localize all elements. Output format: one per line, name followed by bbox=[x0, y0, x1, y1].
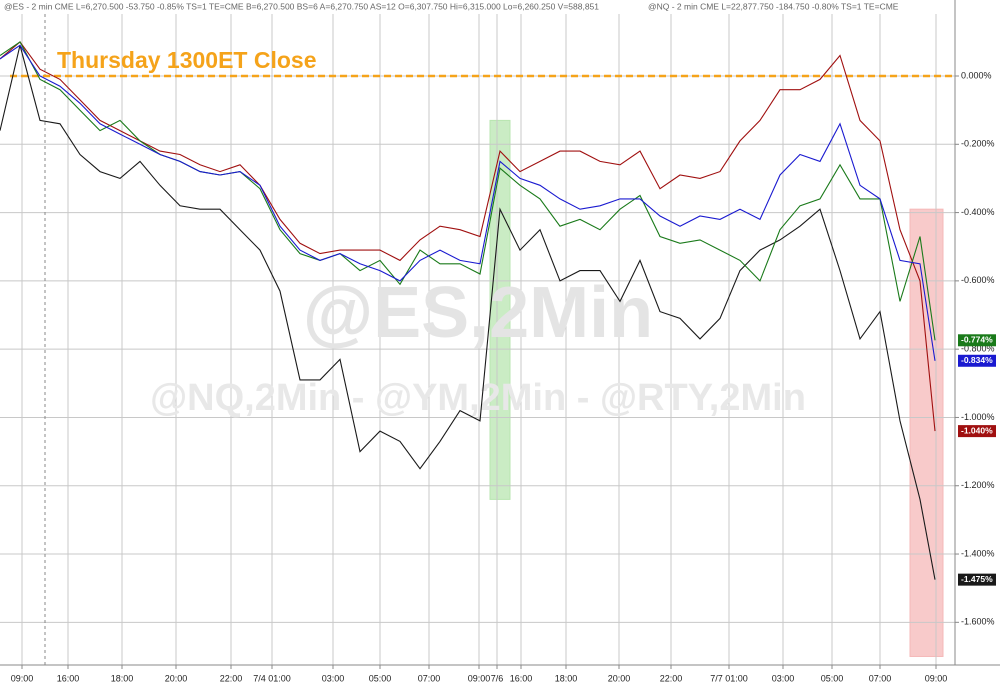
end-label: -0.774% bbox=[961, 335, 993, 345]
x-tick-label: 7/7 01:00 bbox=[710, 673, 748, 683]
x-tick-label: 05:00 bbox=[369, 673, 392, 683]
y-tick-label: -0.200% bbox=[961, 139, 995, 149]
y-tick-label: 0.000% bbox=[961, 70, 992, 80]
y-tick-label: -1.600% bbox=[961, 617, 995, 627]
end-label-box bbox=[958, 354, 996, 367]
y-tick-label: -0.600% bbox=[961, 275, 995, 285]
y-tick-label: -1.400% bbox=[961, 548, 995, 558]
header-right: @NQ - 2 min CME L=22,877.750 -184.750 -0… bbox=[648, 1, 899, 11]
series-line bbox=[0, 44, 936, 361]
x-tick-label: 09:00 bbox=[468, 673, 491, 683]
x-tick-label: 07:00 bbox=[869, 673, 892, 683]
y-tick-label: -0.800% bbox=[961, 344, 995, 354]
end-label: -1.040% bbox=[961, 425, 993, 435]
x-tick-label: 09:00 bbox=[925, 673, 948, 683]
x-tick-label: 20:00 bbox=[608, 673, 631, 683]
x-tick-label: 22:00 bbox=[660, 673, 683, 683]
x-tick-label: 16:00 bbox=[510, 673, 533, 683]
x-tick-label: 16:00 bbox=[57, 673, 80, 683]
end-label: -1.475% bbox=[961, 574, 993, 584]
end-label: -0.834% bbox=[961, 355, 993, 365]
x-tick-label: 7/6 bbox=[491, 673, 504, 683]
series-line bbox=[0, 45, 936, 580]
y-tick-label: -1.000% bbox=[961, 412, 995, 422]
end-label-box bbox=[958, 573, 996, 586]
highlight-band bbox=[909, 208, 944, 657]
x-tick-label: 18:00 bbox=[111, 673, 134, 683]
watermark: @NQ,2Min - @YM,2Min - @RTY,2Min bbox=[150, 377, 806, 419]
x-tick-label: 07:00 bbox=[418, 673, 441, 683]
y-tick-label: -0.400% bbox=[961, 207, 995, 217]
end-label-box bbox=[958, 425, 996, 438]
x-tick-label: 18:00 bbox=[555, 673, 578, 683]
watermark: @ES,2Min bbox=[303, 273, 653, 353]
x-tick-label: 03:00 bbox=[322, 673, 345, 683]
x-tick-label: 20:00 bbox=[165, 673, 188, 683]
annotation: Thursday 1300ET Close bbox=[57, 47, 317, 73]
end-label-box bbox=[958, 334, 996, 347]
y-tick-label: -1.200% bbox=[961, 480, 995, 490]
header-left: @ES - 2 min CME L=6,270.500 -53.750 -0.8… bbox=[4, 1, 599, 11]
x-tick-label: 22:00 bbox=[220, 673, 243, 683]
x-tick-label: 03:00 bbox=[772, 673, 795, 683]
x-tick-label: 05:00 bbox=[821, 673, 844, 683]
x-tick-label: 7/4 01:00 bbox=[253, 673, 291, 683]
x-tick-label: 09:00 bbox=[11, 673, 34, 683]
series-line bbox=[0, 41, 936, 432]
